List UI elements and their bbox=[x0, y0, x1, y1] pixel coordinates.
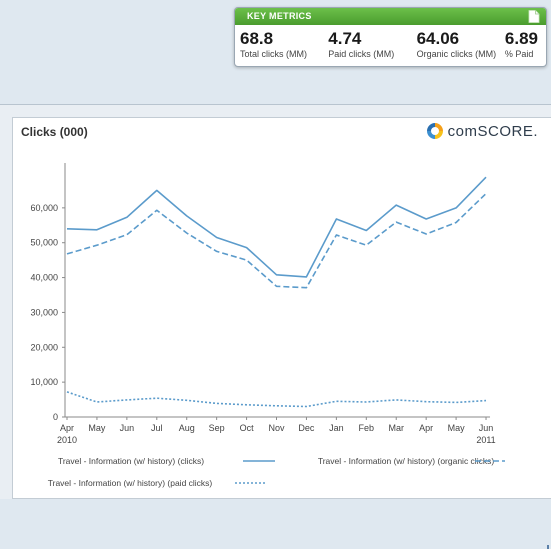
metric-total-clicks: 68.8 Total clicks (MM) bbox=[240, 29, 328, 60]
x-tick-label: Aug bbox=[179, 423, 195, 433]
metric-value: 68.8 bbox=[240, 29, 274, 48]
chart-panel: 0 10,000 20,000 30,000 40,000 50,000 60,000 Apr… bbox=[0, 104, 551, 549]
x-tick-label: Dec bbox=[298, 423, 315, 433]
x-year-label: 2010 bbox=[57, 435, 77, 445]
legend-label: Travel - Information (w/ history) (click… bbox=[58, 456, 204, 466]
x-tick-label: May bbox=[88, 423, 106, 433]
metric-paid-clicks: 4.74 Paid clicks (MM) bbox=[328, 29, 416, 60]
metric-value: 6.89 bbox=[504, 29, 538, 48]
series-line-dashed bbox=[66, 193, 487, 289]
y-tick-label: 50,000 bbox=[30, 238, 58, 248]
comscore-logo-icon bbox=[426, 123, 443, 139]
x-tick-label: Oct bbox=[240, 423, 255, 433]
key-metrics-widget: KEY METRICS 68.8 Total clicks (MM) 4.74 … bbox=[234, 7, 547, 67]
x-tick-label: Sep bbox=[209, 423, 225, 433]
legend-label: Travel - Information (w/ history) (organ… bbox=[318, 456, 495, 466]
document-icon[interactable] bbox=[528, 10, 540, 23]
metric-value: 64.06 bbox=[416, 29, 460, 48]
metric-percent-paid: 6.89 % Paid bbox=[505, 29, 542, 60]
comscore-logo-text: comSCORE. bbox=[447, 122, 538, 140]
legend-label: Travel - Information (w/ history) (paid … bbox=[48, 478, 213, 488]
y-tick-label: 10,000 bbox=[30, 377, 58, 387]
x-tick-label: Feb bbox=[359, 423, 375, 433]
x-tick-label: Apr bbox=[60, 423, 74, 433]
clicks-line-chart: 0 10,000 20,000 30,000 40,000 50,000 60,000 Apr… bbox=[30, 163, 505, 488]
x-tick-label: May bbox=[448, 423, 466, 433]
y-tick-label: 20,000 bbox=[30, 342, 58, 352]
x-tick-label: Jun bbox=[120, 423, 135, 433]
key-metrics-header: KEY METRICS bbox=[235, 8, 546, 25]
x-tick-label: Nov bbox=[269, 423, 286, 433]
metric-label: Organic clicks (MM) bbox=[416, 49, 497, 59]
x-tick-label: Mar bbox=[388, 423, 404, 433]
chart-title: Clicks (000) bbox=[21, 125, 88, 139]
scroll-edge-marker bbox=[547, 545, 549, 549]
comscore-logo: comSCORE. bbox=[426, 122, 538, 140]
y-tick-label: 0 bbox=[53, 412, 58, 422]
x-tick-label: Jan bbox=[329, 423, 344, 433]
chart-card: 0 10,000 20,000 30,000 40,000 50,000 60,000 Apr… bbox=[12, 117, 551, 499]
y-tick-label: 60,000 bbox=[30, 203, 58, 213]
x-tick-label: Apr bbox=[419, 423, 433, 433]
y-tick-label: 30,000 bbox=[30, 307, 58, 317]
x-tick-label: Jul bbox=[151, 423, 163, 433]
metric-label: Total clicks (MM) bbox=[240, 49, 307, 59]
x-tick-label: Jun bbox=[479, 423, 494, 433]
series-line-dotted bbox=[66, 391, 487, 408]
metric-label: % Paid bbox=[504, 49, 534, 59]
metric-value: 4.74 bbox=[328, 29, 362, 48]
series-line-solid bbox=[66, 176, 487, 278]
y-tick-label: 40,000 bbox=[30, 273, 58, 283]
x-year-label: 2011 bbox=[476, 435, 495, 445]
metric-organic-clicks: 64.06 Organic clicks (MM) bbox=[417, 29, 505, 60]
metric-label: Paid clicks (MM) bbox=[328, 49, 395, 59]
key-metrics-title: KEY METRICS bbox=[247, 11, 312, 21]
